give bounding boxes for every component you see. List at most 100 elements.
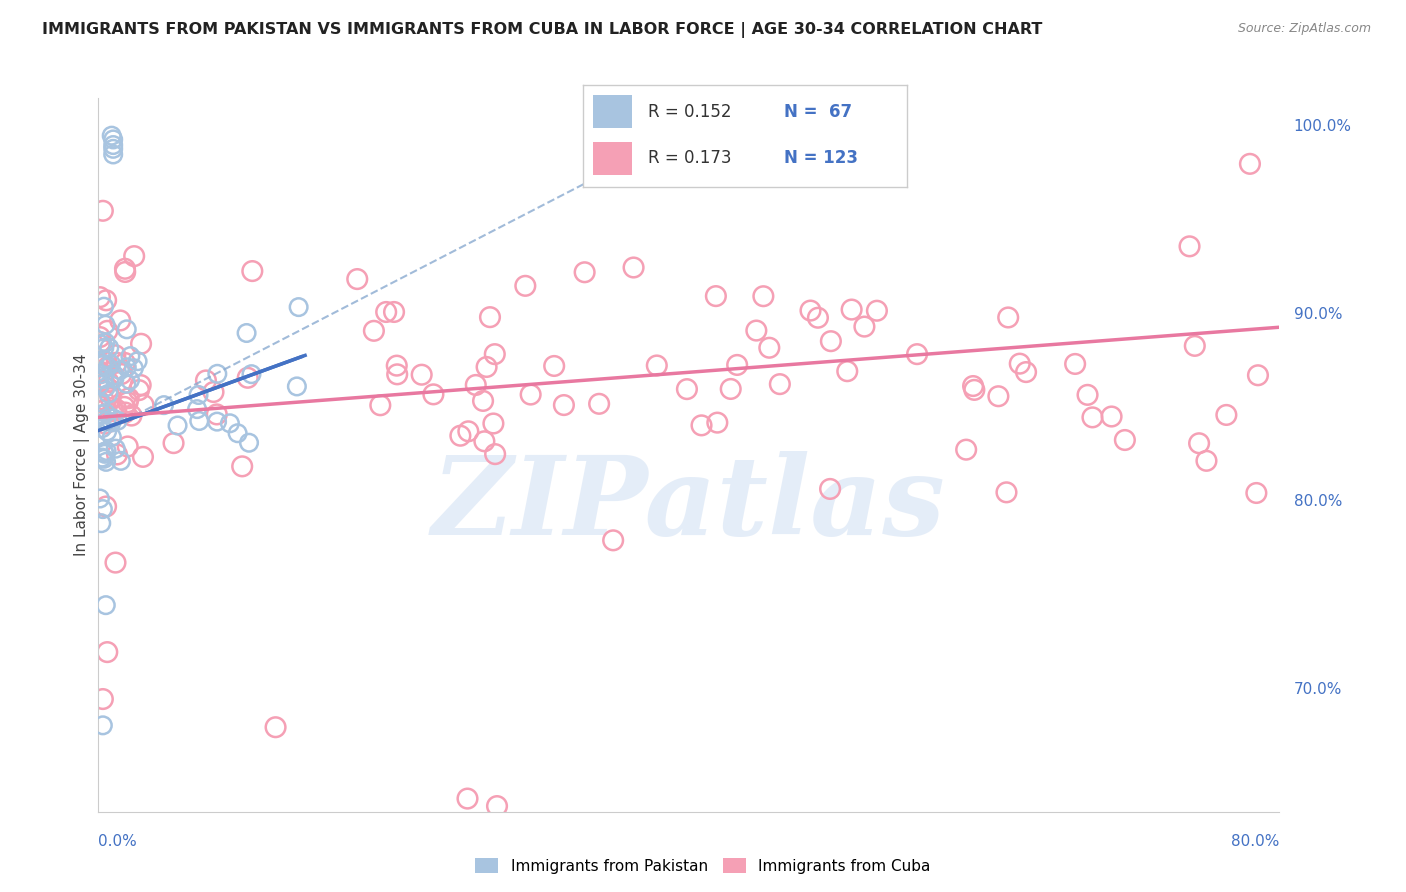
Point (1188, 436, 1211, 450)
Point (484, 447, 506, 461)
Point (100, 357, 122, 371)
Point (90, 337, 112, 351)
Point (515, 278, 537, 293)
Point (105, 356, 128, 370)
Point (853, 319, 876, 334)
Point (93, 341, 115, 355)
Point (602, 533, 624, 548)
Point (97, 386, 120, 401)
Point (89, 395, 111, 409)
Point (205, 415, 228, 429)
Point (93, 445, 115, 459)
Point (1239, 157, 1261, 171)
Point (478, 310, 501, 325)
Point (704, 289, 727, 303)
Point (114, 261, 136, 276)
Point (96, 324, 118, 338)
Point (93, 359, 115, 373)
Point (519, 387, 541, 401)
Point (1077, 388, 1099, 402)
Point (955, 442, 977, 457)
Point (128, 383, 150, 397)
Point (725, 358, 748, 372)
Point (93, 451, 115, 466)
Point (117, 440, 139, 454)
Point (807, 310, 830, 325)
Point (114, 356, 136, 370)
Point (769, 377, 792, 392)
Point (118, 391, 141, 405)
Point (94, 335, 117, 350)
Point (94, 417, 117, 431)
Point (110, 454, 132, 468)
Point (676, 382, 699, 396)
Point (91, 421, 114, 435)
Point (235, 326, 257, 340)
Text: 80.0%: 80.0% (1232, 834, 1279, 849)
Point (112, 400, 135, 414)
Point (162, 436, 184, 450)
Point (1064, 357, 1087, 371)
Point (90, 367, 112, 381)
Point (574, 265, 596, 279)
Point (758, 341, 780, 355)
Point (94, 500, 117, 514)
Point (486, 799, 509, 814)
Point (91, 450, 114, 465)
Point (202, 384, 225, 399)
Point (94, 293, 117, 308)
Text: 70.0%: 70.0% (1294, 682, 1341, 698)
Point (101, 430, 124, 444)
Y-axis label: In Labor Force | Age 30-34: In Labor Force | Age 30-34 (75, 353, 90, 557)
Point (841, 302, 863, 317)
Point (100, 416, 122, 430)
Point (91, 392, 114, 407)
Point (89, 365, 111, 379)
Point (963, 383, 986, 397)
Legend: Immigrants from Pakistan, Immigrants from Cuba: Immigrants from Pakistan, Immigrants fro… (470, 852, 936, 880)
Point (285, 379, 308, 393)
Point (346, 272, 368, 286)
Point (107, 414, 129, 428)
Point (799, 303, 821, 318)
Point (120, 349, 142, 363)
Point (91, 203, 114, 218)
Point (93, 447, 115, 461)
Point (153, 398, 176, 412)
Point (231, 459, 253, 474)
Point (103, 372, 125, 386)
Point (114, 265, 136, 279)
Point (818, 482, 841, 496)
Point (457, 425, 479, 439)
Point (385, 359, 408, 373)
Point (115, 360, 138, 375)
Point (186, 402, 208, 417)
Point (382, 305, 405, 319)
Point (1184, 339, 1206, 353)
Point (1114, 433, 1136, 447)
Point (1015, 365, 1038, 379)
Point (94, 318, 117, 332)
Point (91, 692, 114, 706)
Point (89, 395, 111, 409)
Point (1246, 486, 1268, 500)
Point (96, 413, 118, 427)
Text: 90.0%: 90.0% (1294, 307, 1341, 322)
Point (91, 502, 114, 516)
Point (90, 407, 112, 421)
Point (91, 718, 114, 732)
Point (752, 289, 775, 303)
Point (411, 368, 433, 382)
Point (105, 402, 128, 417)
Point (472, 393, 495, 408)
Text: N = 123: N = 123 (785, 149, 858, 167)
Point (475, 359, 498, 374)
Point (997, 310, 1019, 325)
Text: N =  67: N = 67 (785, 103, 852, 121)
Point (166, 418, 188, 433)
Point (240, 264, 263, 278)
Point (368, 398, 391, 412)
Point (89, 335, 111, 350)
Point (97, 360, 120, 375)
Point (188, 414, 211, 428)
